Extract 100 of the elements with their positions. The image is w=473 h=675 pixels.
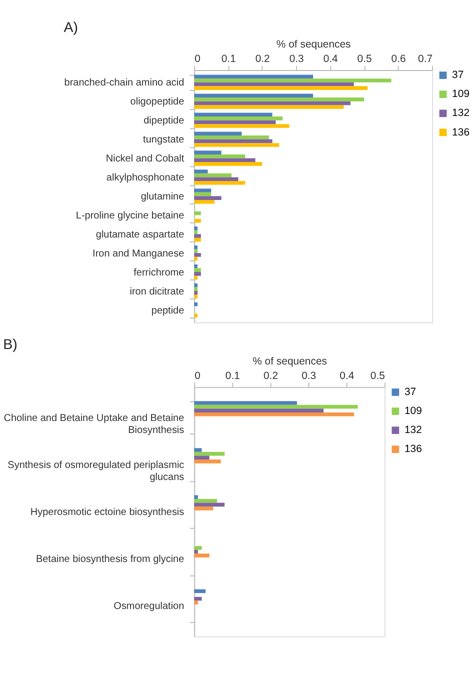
bar (194, 162, 262, 166)
bar (194, 132, 242, 136)
bar (194, 272, 201, 276)
bar (194, 502, 225, 507)
bar (194, 173, 232, 178)
bar (194, 290, 198, 295)
y-tick-label: Iron and Manganese (92, 248, 185, 260)
bar (194, 135, 269, 140)
x-tick-label: 0.1 (221, 54, 236, 65)
x-tick-label: 0.2 (255, 54, 270, 65)
bar (194, 124, 290, 128)
x-axis-title: % of sequences (276, 40, 351, 51)
bar (194, 112, 272, 117)
legend-label: 136 (452, 127, 470, 138)
bar (194, 82, 354, 86)
y-tick-label: peptide (151, 305, 185, 316)
bar (194, 105, 344, 109)
x-tick-label: 0 (194, 54, 201, 65)
x-tick-label: 0.5 (357, 54, 372, 65)
x-tick-label: 0.3 (289, 54, 304, 65)
y-tick-label: iron dicitrate (130, 286, 185, 298)
x-tick-label: 0 (194, 370, 201, 382)
bar (194, 460, 221, 464)
y-tick-label: L-proline glycine betaine (76, 210, 185, 222)
bar (194, 546, 202, 550)
bar (194, 550, 198, 554)
bar (194, 456, 210, 460)
bar (194, 268, 201, 272)
bar (194, 98, 364, 102)
bar (194, 211, 201, 216)
x-tick-label: 0.4 (340, 370, 354, 382)
bar (194, 283, 198, 288)
y-tick-label: branched-chain amino acid (64, 78, 184, 89)
bar (194, 249, 198, 254)
y-tick-label: glutamate aspartate (96, 229, 185, 240)
bar (194, 412, 354, 416)
bar (194, 192, 212, 196)
bar (194, 158, 256, 162)
bar (194, 116, 283, 120)
bar (194, 600, 198, 604)
bar (194, 498, 217, 503)
y-tick-label: tungstate (143, 134, 185, 146)
legend-label: 132 (452, 108, 470, 120)
legend-label: 136 (404, 444, 422, 456)
bar (194, 143, 280, 147)
bar (194, 302, 198, 306)
x-axis-title: % of sequences (252, 356, 327, 368)
y-tick-label: Nickel and Cobalt (106, 154, 184, 165)
bar (194, 554, 210, 558)
x-tick-label: 0.2 (263, 370, 278, 382)
bar (194, 495, 198, 499)
text: A) (64, 20, 78, 36)
y-tick-label: Osmoregulation (114, 601, 184, 612)
bar (194, 180, 246, 185)
x-tick-label: 0.5 (370, 370, 386, 382)
bar (194, 177, 238, 181)
bar (194, 253, 201, 257)
bar (194, 94, 314, 98)
x-tick-label: 0.3 (302, 370, 316, 382)
bar (194, 294, 198, 299)
bar (194, 200, 215, 204)
x-tick-label: 0.4 (323, 54, 338, 65)
bar (194, 287, 198, 291)
y-tick-label: dipeptide (144, 116, 185, 127)
bar (194, 276, 198, 280)
legend-label: 37 (452, 70, 464, 82)
bar (194, 230, 198, 234)
bar (194, 408, 324, 412)
legend-label: 109 (452, 89, 470, 100)
bar (194, 154, 246, 158)
y-tick-label: glutamine (140, 191, 185, 202)
bar (194, 101, 350, 106)
y-tick-label: oligopeptide (130, 96, 185, 108)
bar (194, 404, 358, 409)
y-tick-label: Betaine biosynthesis from glycine (36, 554, 185, 566)
y-tick-label: Hyperosmotic ectoine biosynthesis (30, 506, 184, 518)
bar (194, 188, 212, 192)
bar (194, 150, 222, 154)
bar (194, 226, 198, 230)
x-tick-label: 0.7 (418, 54, 433, 65)
bar (194, 506, 214, 510)
bar (194, 120, 276, 124)
bar (194, 314, 198, 318)
bar (194, 589, 206, 594)
y-tick-label: Synthesis of osmoregulated periplasmic glucans (8, 460, 184, 483)
bar (194, 196, 222, 200)
bar (194, 86, 368, 90)
legend-label: 109 (404, 406, 422, 418)
x-tick-label: 0.6 (391, 54, 406, 65)
bar (194, 452, 225, 456)
legend-label: 132 (404, 425, 422, 436)
bar (194, 74, 314, 79)
bar (194, 78, 392, 82)
bar (194, 234, 201, 238)
y-tick-label: Choline and Betaine Uptake and Betaine Biosynthesis (4, 412, 185, 436)
bar (194, 264, 198, 268)
bar (194, 448, 202, 452)
bar (194, 238, 201, 242)
bar (194, 401, 297, 405)
y-tick-label: alkylphosphonate (106, 172, 185, 184)
